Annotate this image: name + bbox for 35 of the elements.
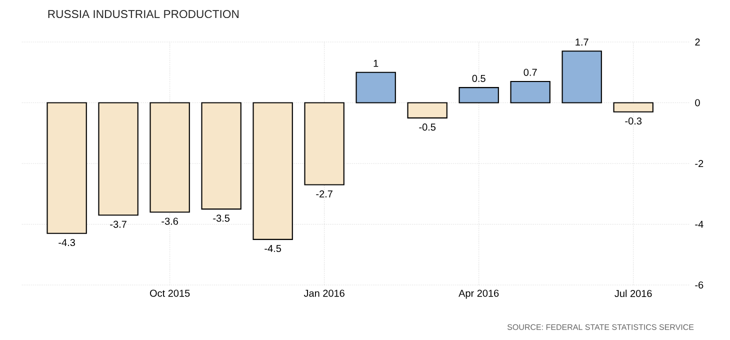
y-tick-label: -4 — [695, 220, 704, 228]
bar — [356, 72, 396, 104]
data-label: -3.7 — [110, 220, 126, 228]
data-label: -0.3 — [625, 117, 642, 125]
x-tick-label: Jan 2016 — [304, 290, 344, 297]
source-note: SOURCE: FEDERAL STATE STATISTICS SERVICE — [507, 324, 694, 330]
data-label: -0.5 — [419, 124, 436, 131]
y-tick-label: -2 — [695, 160, 704, 167]
y-tick-label: -6 — [695, 281, 704, 289]
data-label: -4.5 — [264, 245, 282, 252]
data-label: 0.7 — [524, 68, 537, 76]
bar — [562, 50, 602, 104]
bar — [150, 102, 190, 213]
chart-title: RUSSIA INDUSTRIAL PRODUCTION — [48, 10, 238, 18]
bar — [46, 102, 87, 234]
bar — [510, 80, 550, 104]
data-label: -4.3 — [58, 238, 75, 246]
x-tick-label: Jul 2016 — [614, 290, 652, 298]
bar — [458, 87, 499, 104]
x-tick-label: Oct 2015 — [150, 290, 190, 297]
bar — [407, 102, 448, 118]
x-tick-label: Apr 2016 — [458, 290, 499, 299]
data-label: 0.5 — [472, 74, 486, 82]
data-label: -3.5 — [213, 214, 230, 222]
y-tick-label: 2 — [695, 38, 700, 46]
data-label: 1.7 — [576, 38, 588, 46]
data-label: -3.6 — [162, 218, 178, 225]
bar — [201, 102, 242, 210]
data-label: 1 — [374, 60, 378, 67]
y-tick-label: 0 — [695, 99, 700, 106]
bar — [252, 102, 293, 240]
data-label: -2.7 — [316, 190, 332, 198]
bar — [304, 102, 344, 186]
bar — [98, 102, 138, 216]
bar — [613, 102, 654, 112]
